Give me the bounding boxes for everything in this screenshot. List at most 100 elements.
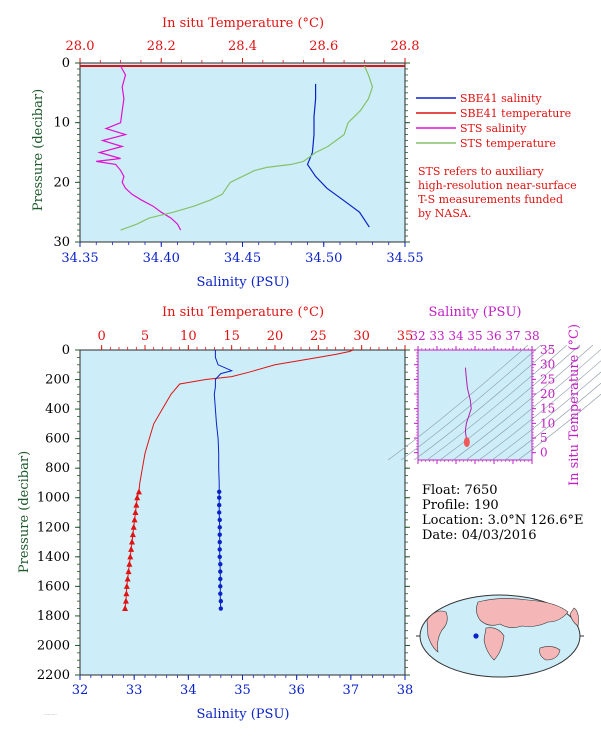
ts-temp-tick-label: 25 [540,372,555,386]
map-land-eurasia [476,598,569,628]
map-land-australia [539,646,561,661]
ts-salinity-tick-label: 34 [448,329,464,343]
bottom-temp-tick-label: 15 [223,329,240,344]
ts-temp-tick-label: 5 [540,431,548,445]
top-salinity-tick-label: 34.40 [143,251,180,266]
sts-salinity-line [96,65,182,231]
top-salinity-tick-labels: 34.35 34.40 34.45 34.50 34.55 [61,251,423,266]
top-temp-tick-labels: 28.0 28.2 28.4 28.6 28.8 [66,39,420,54]
salinity-dot-marker [217,517,222,523]
ts-salinity-tick-label: 33 [429,329,444,343]
temperature-triangle-marker [129,531,136,538]
sts-note-line: by NASA. [418,207,471,220]
ts-panel: Salinity (PSU) 32 33 34 35 36 37 38 3530252015… [387,305,601,486]
ts-salinity-tick-label: 36 [486,329,501,343]
profile-date: Date: 04/03/2016 [422,528,537,543]
bottom-salinity-tick-label: 36 [288,683,305,698]
temperature-triangle-marker [124,575,131,582]
ts-salinity-tick-labels: 32 33 34 35 36 37 38 [410,329,539,343]
bottom-pressure-tick-label: 2200 [37,668,70,683]
salinity-dot-marker [218,598,224,604]
top-series-group [80,65,405,231]
legend-item-sts-salinity: STS salinity [416,122,527,135]
temperature-triangle-marker [125,568,132,575]
bottom-pressure-tick-label: 1200 [37,520,70,535]
legend: SBE41 salinity SBE41 temperature STS sal… [416,92,577,220]
sts-note-line: high-resolution near-surface [418,179,577,192]
float-location: Location: 3.0°N 126.6°E [422,513,583,528]
sts-note-line: T-S measurements funded [418,193,563,206]
temperature-triangle-marker [123,582,130,589]
ts-density-contour [452,344,594,461]
top-salinity-tick-label: 34.55 [386,251,423,266]
ts-density-contour [439,344,581,461]
map-land-africa [483,627,505,661]
bottom-pressure-axis-title: Pressure (decibar) [17,451,32,573]
ts-salinity-tick-label: 35 [467,329,482,343]
bottom-salinity-tick-label: 34 [180,683,197,698]
top-salinity-tick-label: 34.45 [224,251,261,266]
bottom-temp-tick-label: 35 [397,329,414,344]
legend-item-sbe41-salinity: SBE41 salinity [416,92,542,105]
bottom-pressure-tick-label: 1400 [37,550,70,565]
top-panel: In situ Temperature (°C) 28.0 28.2 28.4 28.… [31,16,424,290]
salinity-dot-marker [217,510,222,515]
ts-density-contour [426,344,568,461]
temperature-triangle-marker [134,494,141,501]
bottom-salinity-tick-label: 37 [343,683,360,698]
map-land-americas-north [569,607,579,627]
ts-deep-cluster-marker [463,437,470,448]
salinity-dot-marker [217,547,222,552]
sts-note-line: STS refers to auxiliary [418,165,544,178]
top-pressure-tick-label: 30 [53,235,70,250]
legend-label: STS temperature [460,137,556,150]
legend-item-sbe41-temperature: SBE41 temperature [416,107,571,120]
salinity-dot-marker [218,569,223,574]
sts-note: STS refers to auxiliary high-resolution … [418,165,577,220]
top-temp-tick-label: 28.0 [66,39,95,54]
bottom-pressure-tick-label: 2000 [37,638,70,653]
bottom-salinity-tick-label: 35 [234,683,251,698]
salinity-dot-marker [217,554,222,560]
bottom-temp-tick-label: 0 [98,329,106,344]
salinity-dot-marker [217,489,222,495]
top-temp-tick-label: 28.8 [391,39,420,54]
bottom-pressure-tick-labels: 0 200 400 600 800 1000 1200 1400 1600 1800 2000 220… [37,343,70,683]
temperature-triangle-marker [122,605,129,612]
world-map [416,594,584,678]
bottom-salinity-axis-title: Salinity (PSU) [197,707,290,722]
salinity-dot-marker [217,525,222,530]
float-location-marker [473,633,479,639]
top-salinity-axis-title: Salinity (PSU) [197,275,290,290]
ts-density-contour [491,371,601,461]
temperature-triangle-marker [132,509,139,515]
top-axis-ticks [75,58,410,247]
top-pressure-tick-label: 0 [62,56,70,71]
legend-label: STS salinity [460,122,527,135]
top-salinity-tick-label: 34.50 [305,251,342,266]
temperature-triangle-marker [126,560,133,567]
ts-density-contour [504,382,601,461]
bottom-temp-tick-labels: 0 5 10 15 20 25 30 35 [98,329,414,344]
map-land-americas [426,610,448,653]
float-id: Float: 7650 [422,483,498,498]
temperature-triangle-marker [129,538,135,545]
temperature-triangle-marker [131,516,138,523]
profile-number: Profile: 190 [422,498,499,513]
bottom-plot-area [79,349,406,676]
salinity-dot-marker [217,532,222,537]
salinity-dot-marker [218,562,223,567]
ts-density-contour [517,393,601,461]
salinity-dot-marker [217,502,222,508]
salinity-dot-marker [218,584,223,589]
bottom-panel: In situ Temperature (°C) 0 5 10 15 20 25 30 35 … [17,305,413,722]
ts-density-contour [387,344,529,461]
ts-plot-area [417,349,533,461]
sts-temperature-line [120,65,374,231]
ts-series-group [463,367,472,448]
top-temp-tick-label: 28.6 [309,39,338,54]
legend-item-sts-temperature: STS temperature [416,137,556,150]
ts-temp-tick-label: 20 [540,387,555,401]
